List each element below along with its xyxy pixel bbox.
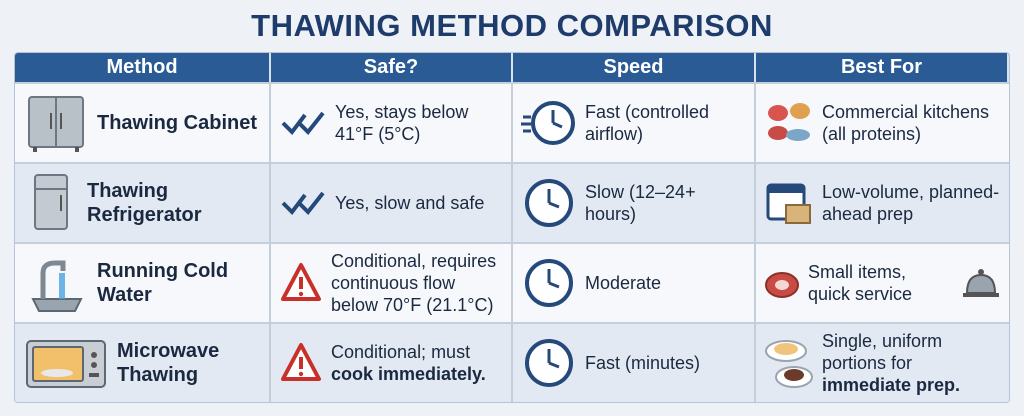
icon — [281, 191, 325, 216]
icon — [34, 174, 68, 230]
icon — [525, 259, 573, 307]
icon — [31, 260, 83, 312]
icon — [765, 340, 813, 388]
icon — [768, 103, 810, 141]
icon — [765, 272, 799, 298]
method-name: Running Cold Water — [97, 260, 229, 306]
safe-text: Yes, stays below 41°F (5°C) — [335, 102, 469, 144]
method-cell: Microwave Thawing — [15, 322, 271, 402]
cell-text: Microwave Thawing — [117, 339, 261, 387]
speed-cell: Moderate — [513, 242, 756, 322]
best-for-text: Single, uniform portions for — [822, 331, 943, 373]
safe-cell: Conditional, requires continuous flow be… — [271, 242, 513, 322]
cell-text: Running Cold Water — [97, 259, 261, 307]
speed-cell: Fast (minutes) — [513, 322, 756, 402]
best-for-text: Low-volume, planned-ahead prep — [822, 182, 1000, 224]
speed-text: Slow (12–24+ hours) — [585, 182, 696, 224]
cell-text: Moderate — [585, 272, 746, 294]
cell-text: Thawing Refrigerator — [87, 179, 261, 227]
column-header: Best For — [756, 53, 1009, 82]
column-header: Speed — [513, 53, 756, 82]
best-for-emphasis: immediate prep. — [822, 375, 961, 395]
cell-text: Single, uniform portions for immediate p… — [822, 330, 1001, 396]
best-for-cell: Commercial kitchens (all proteins) — [756, 82, 1009, 162]
safe-text: Conditional; must — [331, 342, 471, 362]
best-for-cell: Low-volume, planned-ahead prep — [756, 162, 1009, 242]
best-for-cell: Single, uniform portions for immediate p… — [756, 322, 1009, 402]
best-for-text: Small items, quick service — [808, 262, 913, 304]
method-name: Thawing Refrigerator — [87, 180, 202, 226]
safe-cell: Yes, slow and safe — [271, 162, 513, 242]
column-header: Method — [15, 53, 271, 82]
icon — [525, 339, 573, 387]
best-for-text: Commercial kitchens (all proteins) — [822, 102, 990, 144]
icon — [26, 340, 106, 388]
cell-text: Low-volume, planned-ahead prep — [822, 181, 1001, 225]
cell-text: Slow (12–24+ hours) — [585, 181, 746, 225]
icon — [525, 179, 573, 227]
method-cell: Thawing Refrigerator — [15, 162, 271, 242]
cell-text: Fast (controlled airflow) — [585, 101, 746, 145]
cell-text: Small items, quick service — [808, 261, 953, 305]
icon — [766, 183, 811, 224]
safe-emphasis: cook immediately. — [331, 364, 486, 384]
method-cell: Running Cold Water — [15, 242, 271, 322]
method-cell: Thawing Cabinet — [15, 82, 271, 162]
cell-text: Yes, stays below 41°F (5°C) — [335, 101, 503, 145]
speed-text: Fast (controlled airflow) — [585, 102, 710, 144]
safe-cell: Conditional; must cook immediately. — [271, 322, 513, 402]
safe-text: Yes, slow and safe — [335, 193, 485, 213]
icon — [281, 263, 321, 301]
cell-text: Thawing Cabinet — [97, 111, 261, 135]
speed-cell: Fast (controlled airflow) — [513, 82, 756, 162]
method-name: Thawing Cabinet — [97, 112, 257, 134]
safe-text: Conditional, requires continuous flow be… — [331, 251, 497, 315]
icon — [963, 269, 999, 297]
title: THAWING METHOD COMPARISON — [251, 8, 773, 43]
column-header: Safe? — [271, 53, 513, 82]
cell-text: Commercial kitchens (all proteins) — [822, 101, 1001, 145]
speed-cell: Slow (12–24+ hours) — [513, 162, 756, 242]
icon — [521, 101, 575, 145]
method-name: Microwave Thawing — [117, 340, 220, 386]
speed-text: Moderate — [585, 273, 662, 293]
cell-text: Fast (minutes) — [585, 352, 746, 374]
cell-text: Conditional, requires continuous flow be… — [331, 250, 503, 316]
icon — [281, 111, 325, 136]
icon — [281, 343, 321, 381]
cell-text: Conditional; must cook immediately. — [331, 341, 503, 385]
icon — [28, 96, 84, 152]
safe-cell: Yes, stays below 41°F (5°C) — [271, 82, 513, 162]
speed-text: Fast (minutes) — [585, 353, 701, 373]
cell-text: Yes, slow and safe — [335, 192, 503, 214]
comparison-table: Method Safe? Speed Best For Thawing Cabinet Y… — [14, 52, 1010, 403]
best-for-cell: Small items, quick service — [756, 242, 1009, 322]
